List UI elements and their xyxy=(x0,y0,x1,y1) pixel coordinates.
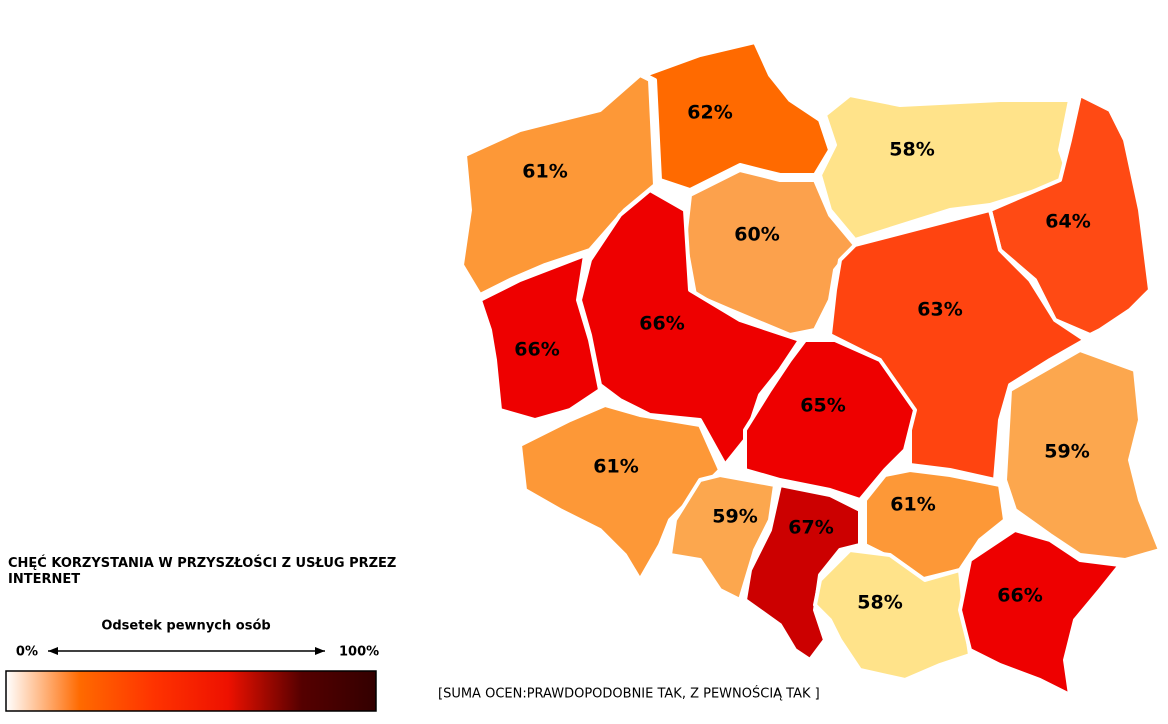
region-label: 63% xyxy=(917,299,962,321)
region xyxy=(518,403,722,582)
scale-label: Odsetek pewnych osób xyxy=(101,619,270,634)
region xyxy=(643,40,832,192)
region-label: 58% xyxy=(857,592,902,614)
region-label: 58% xyxy=(889,139,934,161)
region-label: 61% xyxy=(890,494,935,516)
region-label: 66% xyxy=(639,313,684,335)
scale-tick-label: 100% xyxy=(339,645,379,660)
note: [SUMA OCEN:PRAWDOPODOBNIE TAK, Z PEWNOŚC… xyxy=(438,686,820,702)
region-label: 60% xyxy=(734,224,779,246)
region xyxy=(743,483,862,662)
region-label: 67% xyxy=(788,517,833,539)
region-label: 64% xyxy=(1045,211,1090,233)
arrow-head xyxy=(315,647,325,655)
region-label: 65% xyxy=(800,395,845,417)
region xyxy=(1003,348,1162,562)
region-label: 61% xyxy=(593,456,638,478)
region xyxy=(460,73,657,297)
region-label: 66% xyxy=(997,585,1042,607)
region-label: 59% xyxy=(712,506,757,528)
region xyxy=(958,528,1122,697)
arrow-head xyxy=(48,647,58,655)
region xyxy=(478,253,602,422)
region xyxy=(828,208,1087,482)
region-label: 62% xyxy=(687,102,732,124)
region-label: 61% xyxy=(522,161,567,183)
legend-title: CHĘĆ KORZYSTANIA W PRZYSZŁOŚCI Z USŁUG P… xyxy=(8,556,397,587)
region-label: 66% xyxy=(514,339,559,361)
color-bar xyxy=(5,670,377,712)
region-label: 59% xyxy=(1044,441,1089,463)
scale-tick-label: 0% xyxy=(16,645,38,660)
region xyxy=(813,548,972,682)
region xyxy=(988,93,1152,337)
region xyxy=(743,338,917,502)
